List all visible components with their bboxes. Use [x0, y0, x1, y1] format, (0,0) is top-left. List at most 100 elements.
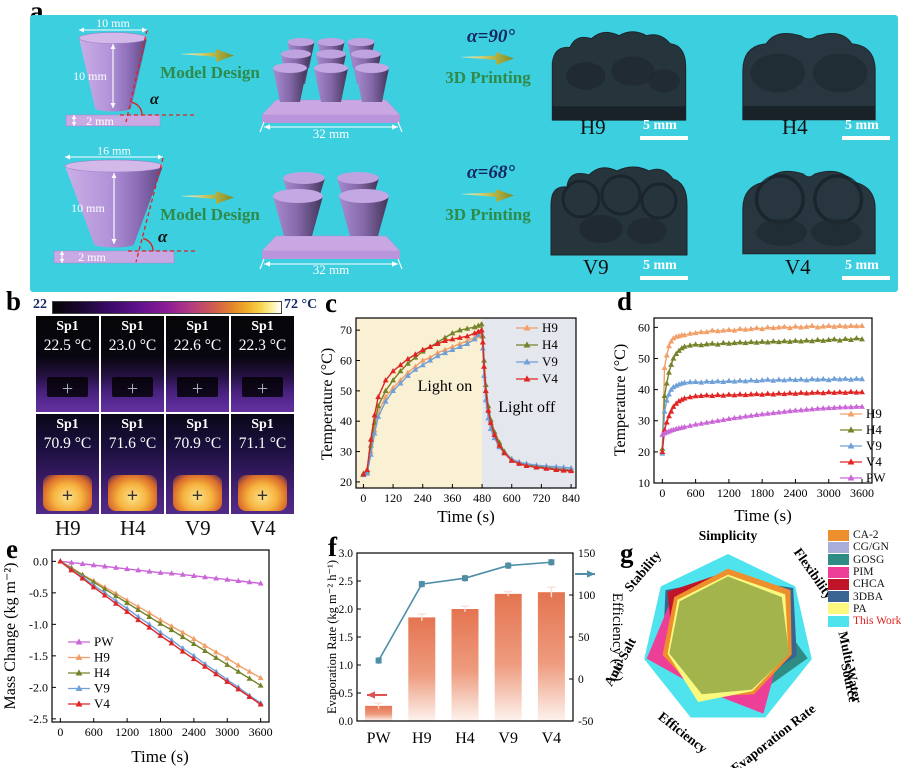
triangle-marker: [471, 324, 478, 330]
triangle-marker: [434, 352, 441, 359]
temperature-reading: 70.9 °C: [43, 435, 92, 452]
triangle-marker: [257, 701, 264, 707]
x-tick-label: 600: [687, 486, 705, 500]
triangle-marker: [673, 350, 680, 356]
triangle-marker: [836, 376, 843, 382]
thermal-cell: Sp1 23.0 °C +: [101, 316, 164, 412]
triangle-marker: [820, 389, 827, 396]
printing-arrow-icon: [460, 189, 514, 202]
triangle-marker: [568, 464, 575, 471]
triangle-marker: [670, 335, 677, 341]
y-tick-label: 40: [340, 414, 352, 428]
legend-label: H9: [866, 406, 882, 421]
triangle-marker: [190, 635, 197, 642]
x-tick-label: 3000: [215, 725, 239, 739]
y-tick-label: -2.5: [29, 712, 48, 726]
triangle-marker: [798, 376, 804, 382]
triangle-marker: [753, 324, 760, 331]
spot-label: Sp1: [121, 319, 144, 334]
triangle-marker: [803, 377, 810, 383]
triangle-marker: [798, 338, 804, 344]
square-marker: [418, 581, 425, 588]
triangle-marker: [847, 388, 854, 394]
triangle-marker: [516, 460, 523, 466]
triangle-marker: [753, 390, 760, 397]
triangle-marker: [390, 387, 397, 394]
hot-spot: [172, 475, 223, 511]
triangle-marker: [246, 693, 253, 699]
y-tick-right-label: 100: [578, 590, 596, 602]
triangle-marker: [687, 422, 694, 428]
triangle-marker: [742, 326, 749, 332]
spot-label: Sp1: [121, 417, 144, 432]
legend-swatch: [828, 615, 849, 627]
triangle-marker: [786, 407, 793, 414]
triangle-marker: [786, 389, 793, 396]
triangle-marker: [235, 686, 242, 692]
y-tick-label: 50: [638, 351, 650, 365]
triangle-marker: [412, 366, 419, 372]
line-axis-arrowhead: [587, 570, 595, 578]
bar-H9: [408, 617, 436, 721]
triangle-marker: [190, 655, 197, 662]
triangle-marker: [687, 330, 694, 336]
triangle-marker: [831, 389, 838, 395]
cone-top: [78, 32, 148, 44]
triangle-marker: [663, 419, 670, 425]
triangle-marker: [124, 605, 131, 611]
cone-schematic-1: 10 mm 10 mm 2 mm α: [65, 16, 196, 128]
triangle-marker: [737, 339, 743, 345]
triangle-marker: [731, 327, 738, 333]
y-tick-label: 70: [340, 323, 352, 337]
x-tick-label: 120: [384, 491, 402, 505]
triangle-marker: [246, 675, 253, 681]
triangle-marker: [803, 390, 810, 396]
panel-e-label: e: [6, 534, 18, 564]
triangle-marker: [764, 410, 771, 416]
triangle-marker: [367, 436, 374, 442]
triangle-marker: [764, 376, 771, 382]
bar-V4: [537, 592, 565, 721]
series-line-PW: [661, 406, 863, 436]
triangle-marker: [737, 414, 743, 420]
triangle-marker: [825, 336, 832, 342]
colorbar-min: 22: [33, 297, 47, 312]
dim-slash: [397, 258, 403, 270]
triangle-marker: [404, 372, 411, 378]
triangle-marker: [825, 404, 832, 411]
platform-top: [261, 99, 401, 116]
y-tick-label: -2.0: [29, 680, 48, 694]
triangle-marker: [770, 338, 777, 344]
y-tick-label: 10: [638, 476, 650, 490]
radar-legend-item: 3DBA: [828, 590, 901, 603]
triangle-marker: [798, 389, 804, 395]
red-dashed-slant: [135, 157, 164, 263]
crosshair-icon: +: [61, 485, 74, 507]
y-tick-label: 0.0: [33, 554, 48, 568]
thermal-image-grid: Sp1 22.5 °C + Sp1 23.0 °C + Sp1 22.6 °C + Sp1 22.3…: [36, 316, 294, 514]
base-slab: [65, 114, 161, 127]
triangle-marker: [737, 391, 743, 397]
triangle-marker: [663, 380, 670, 386]
y-tick-label: 2.0: [339, 604, 354, 616]
triangle-marker: [135, 603, 142, 609]
triangle-marker: [847, 403, 854, 410]
bar-PW: [365, 705, 393, 721]
triangle-marker: [814, 336, 821, 342]
legend-label: CHCA: [853, 578, 885, 591]
triangle-marker: [449, 336, 456, 342]
printing-arrow-icon: [460, 52, 514, 65]
triangle-marker: [257, 580, 264, 586]
cone-schematic-2: 16 mm 10 mm 2 mm α: [53, 144, 198, 264]
triangle-marker: [213, 648, 220, 655]
legend-label: PW: [866, 470, 886, 485]
triangle-marker: [235, 668, 242, 674]
triangle-marker: [737, 325, 743, 332]
triangle-marker: [836, 388, 843, 395]
y-tick-right-label: 0: [578, 674, 584, 686]
x-tick-label: 600: [503, 491, 521, 505]
x-axis-label: Time (s): [131, 747, 188, 766]
legend-label: H9: [94, 650, 110, 665]
triangle-marker: [786, 338, 793, 344]
